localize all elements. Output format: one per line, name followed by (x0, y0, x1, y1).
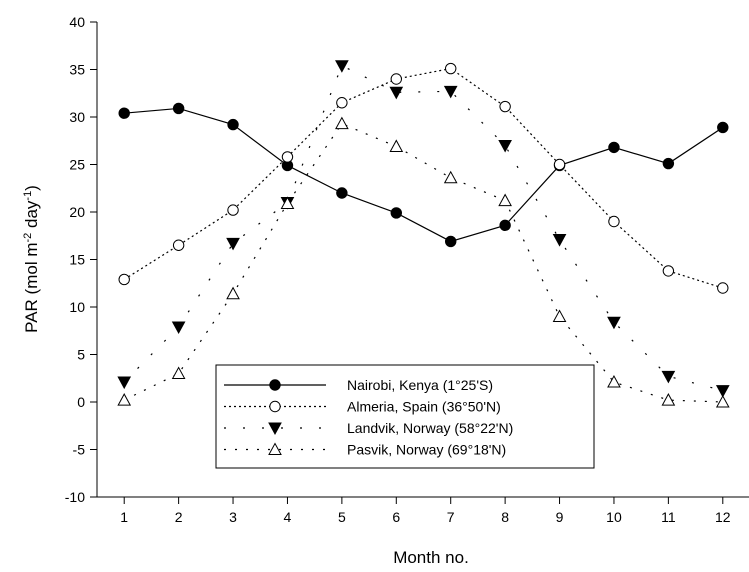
data-point (171, 366, 186, 379)
legend: Nairobi, Kenya (1°25'S) Almeria, Spain (3… (215, 364, 595, 469)
data-point (661, 393, 676, 406)
data-point (445, 235, 457, 248)
x-axis-title: Month no. (393, 548, 469, 567)
data-point (552, 309, 567, 322)
data-point (608, 141, 620, 154)
y-tick-label: 30 (69, 109, 85, 125)
x-tick-label: 2 (175, 509, 183, 525)
data-point (715, 394, 730, 408)
data-point (117, 393, 132, 406)
data-point (335, 60, 349, 73)
data-point (498, 140, 512, 153)
data-point (226, 286, 240, 300)
data-point (281, 151, 294, 163)
legend-entry: Almeria, Spain (36°50'N) (224, 399, 501, 415)
x-tick-label: 10 (606, 509, 622, 525)
data-point (268, 422, 282, 436)
legend-label: Almeria, Spain (36°50'N) (347, 399, 501, 415)
y-axis-title: PAR (mol m-2 day-1) (22, 185, 41, 333)
y-tick-label: 25 (69, 157, 85, 173)
y-tick-label: 20 (69, 204, 85, 220)
data-point (269, 379, 281, 391)
data-point (268, 442, 282, 455)
data-point (443, 85, 458, 99)
series-3 (117, 60, 730, 398)
series-2 (118, 62, 729, 294)
legend-label: Nairobi, Kenya (1°25'S) (347, 377, 493, 393)
data-point (607, 375, 621, 388)
legend-label: Pasvik, Norway (69°18'N) (347, 442, 506, 458)
data-point (715, 385, 730, 398)
data-point (662, 157, 675, 170)
y-tick-label: 10 (69, 299, 85, 315)
x-tick-label: 9 (556, 509, 564, 525)
y-tick-label: 5 (77, 347, 85, 363)
data-point (498, 193, 512, 207)
y-tick-label: 35 (69, 62, 85, 78)
y-tick-label: 0 (77, 394, 85, 410)
data-point (499, 100, 511, 113)
data-point (171, 321, 186, 334)
x-tick-label: 3 (229, 509, 237, 525)
series-line (123, 122, 723, 403)
y-tick-label: -10 (65, 489, 85, 505)
x-tick-label: 7 (447, 509, 455, 525)
data-point (117, 376, 132, 390)
data-point (335, 116, 349, 130)
data-point (717, 282, 729, 294)
y-tick-label: 40 (69, 14, 85, 30)
legend-entry: Nairobi, Kenya (1°25'S) (224, 377, 493, 393)
series-line (123, 67, 723, 289)
y-tick-label: -5 (73, 442, 86, 458)
series-line (124, 107, 724, 243)
legend-label: Landvik, Norway (58°22'N) (347, 420, 513, 436)
data-point (227, 204, 239, 216)
x-tick-label: 6 (392, 509, 400, 525)
data-point (662, 265, 675, 277)
data-point (118, 107, 130, 119)
data-point (717, 121, 729, 134)
series-4 (117, 116, 730, 408)
data-point (226, 237, 240, 251)
legend-entry: Landvik, Norway (58°22'N) (224, 420, 513, 436)
data-point (553, 158, 566, 171)
series-layer (117, 60, 730, 408)
x-tick-label: 12 (715, 509, 731, 525)
series-line (123, 64, 723, 392)
data-point (280, 196, 295, 209)
x-tick-label: 1 (120, 509, 128, 525)
data-point (390, 73, 402, 85)
data-point (336, 97, 348, 109)
data-point (389, 139, 404, 152)
data-point (445, 62, 457, 75)
data-point (227, 118, 239, 131)
data-point (389, 86, 404, 100)
x-tick-label: 4 (284, 509, 292, 525)
data-point (118, 273, 130, 286)
data-point (607, 316, 621, 330)
data-point (172, 239, 185, 251)
y-tick-label: 15 (69, 252, 85, 268)
data-point (269, 400, 281, 413)
data-point (336, 187, 348, 199)
data-point (552, 234, 567, 247)
data-point (661, 370, 676, 384)
x-tick-label: 8 (501, 509, 509, 525)
data-point (390, 207, 402, 219)
legend-entry: Pasvik, Norway (69°18'N) (224, 442, 506, 458)
data-point (443, 170, 458, 184)
data-point (172, 102, 185, 115)
data-point (608, 215, 620, 228)
x-tick-label: 11 (661, 509, 676, 525)
x-tick-label: 5 (338, 509, 346, 525)
data-point (499, 219, 511, 232)
